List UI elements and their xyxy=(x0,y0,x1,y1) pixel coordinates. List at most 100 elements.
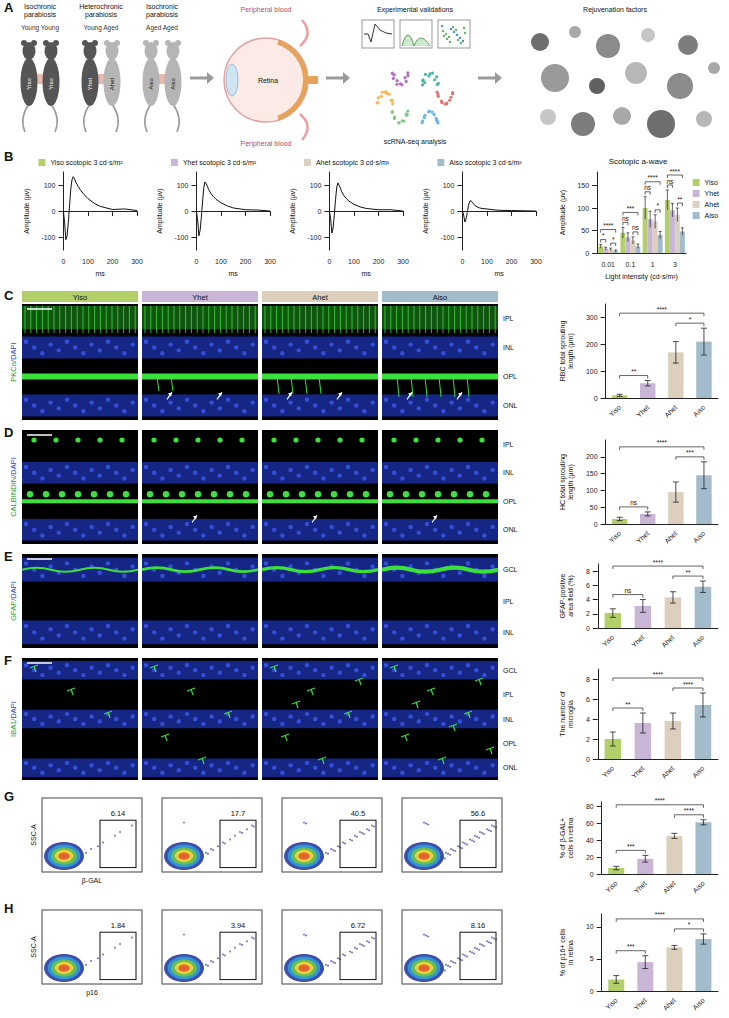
svg-text:Young Young: Young Young xyxy=(21,24,59,32)
svg-text:F: F xyxy=(4,653,12,668)
svg-text:Yiso: Yiso xyxy=(604,996,618,1010)
svg-text:100: 100 xyxy=(177,182,189,189)
svg-text:***: *** xyxy=(627,843,635,850)
svg-text:ns: ns xyxy=(632,224,640,231)
svg-text:300: 300 xyxy=(530,258,542,265)
svg-text:parabiosis: parabiosis xyxy=(146,11,178,19)
svg-text:6.14: 6.14 xyxy=(111,809,126,818)
svg-text:0: 0 xyxy=(585,250,589,257)
svg-text:300: 300 xyxy=(586,314,598,321)
svg-text:100: 100 xyxy=(215,258,227,265)
svg-text:300: 300 xyxy=(397,258,409,265)
svg-text:2: 2 xyxy=(586,736,590,743)
svg-text:300: 300 xyxy=(264,258,276,265)
svg-text:Amplitude (μv): Amplitude (μv) xyxy=(422,188,430,233)
svg-text:6.72: 6.72 xyxy=(351,921,366,930)
svg-text:ms: ms xyxy=(96,270,106,277)
svg-text:100: 100 xyxy=(577,205,589,212)
svg-text:**: ** xyxy=(631,368,637,375)
svg-text:0: 0 xyxy=(586,756,590,763)
svg-text:****: **** xyxy=(683,681,694,688)
svg-text:SSC-A: SSC-A xyxy=(30,936,37,958)
svg-text:50: 50 xyxy=(590,504,598,511)
svg-text:Aiso: Aiso xyxy=(692,529,707,544)
svg-text:100: 100 xyxy=(310,182,322,189)
svg-text:***: *** xyxy=(627,205,635,212)
svg-text:E: E xyxy=(4,549,13,564)
svg-text:Aiso: Aiso xyxy=(691,996,706,1011)
svg-text:Aiso: Aiso xyxy=(691,879,706,894)
svg-text:1: 1 xyxy=(651,261,655,268)
svg-text:0.01: 0.01 xyxy=(601,261,615,268)
svg-text:****: **** xyxy=(657,306,668,313)
svg-text:IBA1/DAPI: IBA1/DAPI xyxy=(9,701,18,737)
svg-text:ns: ns xyxy=(624,587,632,594)
svg-text:H: H xyxy=(4,901,13,916)
svg-text:100: 100 xyxy=(586,368,598,375)
svg-text:Yhet: Yhet xyxy=(705,190,719,197)
svg-text:β-GAL: β-GAL xyxy=(82,877,102,885)
svg-text:-100: -100 xyxy=(440,234,454,241)
svg-text:D: D xyxy=(4,425,13,440)
svg-text:300: 300 xyxy=(131,258,143,265)
svg-text:100: 100 xyxy=(82,258,94,265)
svg-text:17.7: 17.7 xyxy=(231,809,246,818)
svg-text:Ahet: Ahet xyxy=(662,879,677,894)
svg-text:0: 0 xyxy=(194,258,198,265)
svg-text:****: **** xyxy=(684,807,695,814)
svg-text:****: **** xyxy=(653,671,664,678)
svg-text:6: 6 xyxy=(586,696,590,703)
svg-text:*: * xyxy=(602,232,605,239)
svg-text:100: 100 xyxy=(443,182,455,189)
svg-text:6: 6 xyxy=(586,582,590,589)
svg-text:ns: ns xyxy=(622,215,630,222)
svg-text:Yhet: Yhet xyxy=(633,879,648,894)
svg-text:Yiso: Yiso xyxy=(26,78,32,90)
svg-text:% of β-GAL+: % of β-GAL+ xyxy=(559,818,567,858)
svg-text:GCL: GCL xyxy=(503,566,518,573)
svg-text:Yiso: Yiso xyxy=(608,529,622,543)
svg-text:The number of: The number of xyxy=(559,691,566,737)
svg-text:Aged Aged: Aged Aged xyxy=(146,24,178,32)
svg-text:Ahet: Ahet xyxy=(662,996,677,1011)
svg-text:Ahet: Ahet xyxy=(660,764,675,779)
svg-text:200: 200 xyxy=(240,258,252,265)
svg-text:in retina: in retina xyxy=(567,940,574,965)
svg-text:Amplitude (μv): Amplitude (μv) xyxy=(289,188,297,233)
svg-text:Ahet scotopic 3 cd·s/m²: Ahet scotopic 3 cd·s/m² xyxy=(316,159,390,167)
svg-text:A: A xyxy=(4,0,14,15)
svg-text:****: **** xyxy=(670,168,681,175)
svg-text:Yhet: Yhet xyxy=(633,996,648,1011)
svg-text:IPL: IPL xyxy=(503,691,514,698)
svg-text:Retina: Retina xyxy=(258,77,278,84)
svg-text:0: 0 xyxy=(590,871,594,878)
svg-text:OPL: OPL xyxy=(503,498,517,505)
svg-text:100: 100 xyxy=(586,487,598,494)
svg-text:ms: ms xyxy=(229,270,239,277)
svg-text:Aiso: Aiso xyxy=(691,764,706,779)
svg-text:GFAP/DAPI: GFAP/DAPI xyxy=(9,581,18,621)
svg-text:Yhet: Yhet xyxy=(635,403,650,418)
svg-text:INL: INL xyxy=(503,629,514,636)
svg-text:50: 50 xyxy=(581,227,589,234)
svg-text:Aiso: Aiso xyxy=(170,78,176,90)
svg-text:HC total sprouting: HC total sprouting xyxy=(559,454,567,510)
svg-text:Yiso: Yiso xyxy=(608,403,622,417)
svg-text:0.1: 0.1 xyxy=(626,261,636,268)
svg-text:INL: INL xyxy=(503,716,514,723)
svg-text:150: 150 xyxy=(577,182,589,189)
svg-text:0: 0 xyxy=(318,208,322,215)
svg-text:G: G xyxy=(4,789,14,804)
svg-text:Aiso: Aiso xyxy=(705,212,719,219)
svg-text:INL: INL xyxy=(503,469,514,476)
svg-text:****: **** xyxy=(648,174,659,181)
svg-text:ns: ns xyxy=(630,499,638,506)
svg-text:*: * xyxy=(689,316,692,323)
svg-text:****: **** xyxy=(655,797,666,804)
svg-text:Aiso: Aiso xyxy=(433,293,448,302)
svg-text:Aiso: Aiso xyxy=(692,403,707,418)
svg-text:GFAP-positive: GFAP-positive xyxy=(559,574,567,619)
svg-text:ms: ms xyxy=(362,270,372,277)
svg-text:Yiso: Yiso xyxy=(705,179,718,186)
svg-text:Amplitude (μv): Amplitude (μv) xyxy=(559,190,567,235)
